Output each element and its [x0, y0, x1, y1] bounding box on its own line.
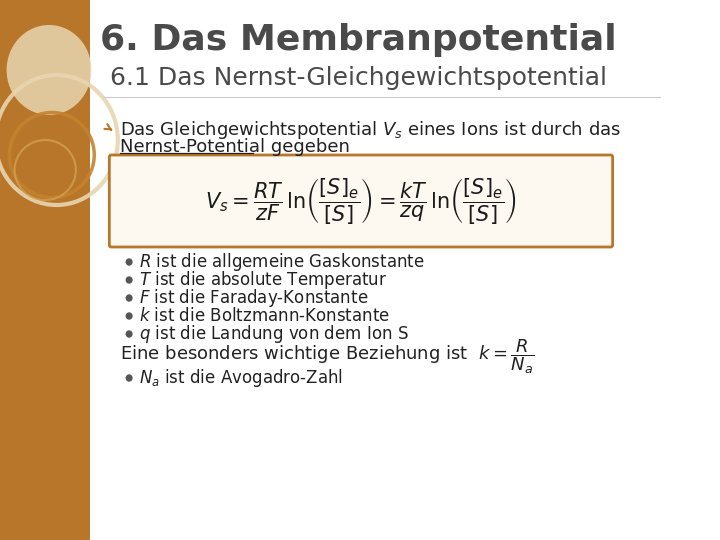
Text: Eine besonders wichtige Beziehung ist  $k = \dfrac{R}{N_a}$: Eine besonders wichtige Beziehung ist $k…	[120, 338, 534, 376]
Text: $q$ ist die Landung von dem Ion S: $q$ ist die Landung von dem Ion S	[140, 323, 409, 345]
Text: $F$ ist die Faraday-Konstante: $F$ ist die Faraday-Konstante	[140, 287, 369, 309]
Text: $V_s = \dfrac{RT}{zF}\,\ln\!\left(\dfrac{[S]_e}{[S]}\right) = \dfrac{kT}{zq}\,\l: $V_s = \dfrac{RT}{zF}\,\ln\!\left(\dfrac…	[205, 176, 517, 226]
Text: 6.1 Das Nernst-Gleichgewichtspotential: 6.1 Das Nernst-Gleichgewichtspotential	[109, 66, 607, 90]
Text: $T$ ist die absolute Temperatur: $T$ ist die absolute Temperatur	[140, 269, 387, 291]
Text: $R$ ist die allgemeine Gaskonstante: $R$ ist die allgemeine Gaskonstante	[140, 251, 426, 273]
Text: Das Gleichgewichtspotential $V_s$ eines Ions ist durch das: Das Gleichgewichtspotential $V_s$ eines …	[120, 119, 621, 141]
Circle shape	[126, 331, 132, 337]
Bar	[0, 0, 89, 540]
Circle shape	[126, 313, 132, 319]
Ellipse shape	[6, 25, 91, 115]
Circle shape	[126, 259, 132, 265]
Text: 6. Das Membranpotential: 6. Das Membranpotential	[100, 23, 616, 57]
Circle shape	[126, 375, 132, 381]
Text: $k$ ist die Boltzmann-Konstante: $k$ ist die Boltzmann-Konstante	[140, 307, 390, 325]
Circle shape	[126, 277, 132, 283]
Text: $N_a$ ist die Avogadro-Zahl: $N_a$ ist die Avogadro-Zahl	[140, 367, 343, 389]
FancyBboxPatch shape	[109, 155, 613, 247]
Text: Nernst-Potential gegeben: Nernst-Potential gegeben	[120, 138, 350, 156]
Circle shape	[126, 295, 132, 301]
